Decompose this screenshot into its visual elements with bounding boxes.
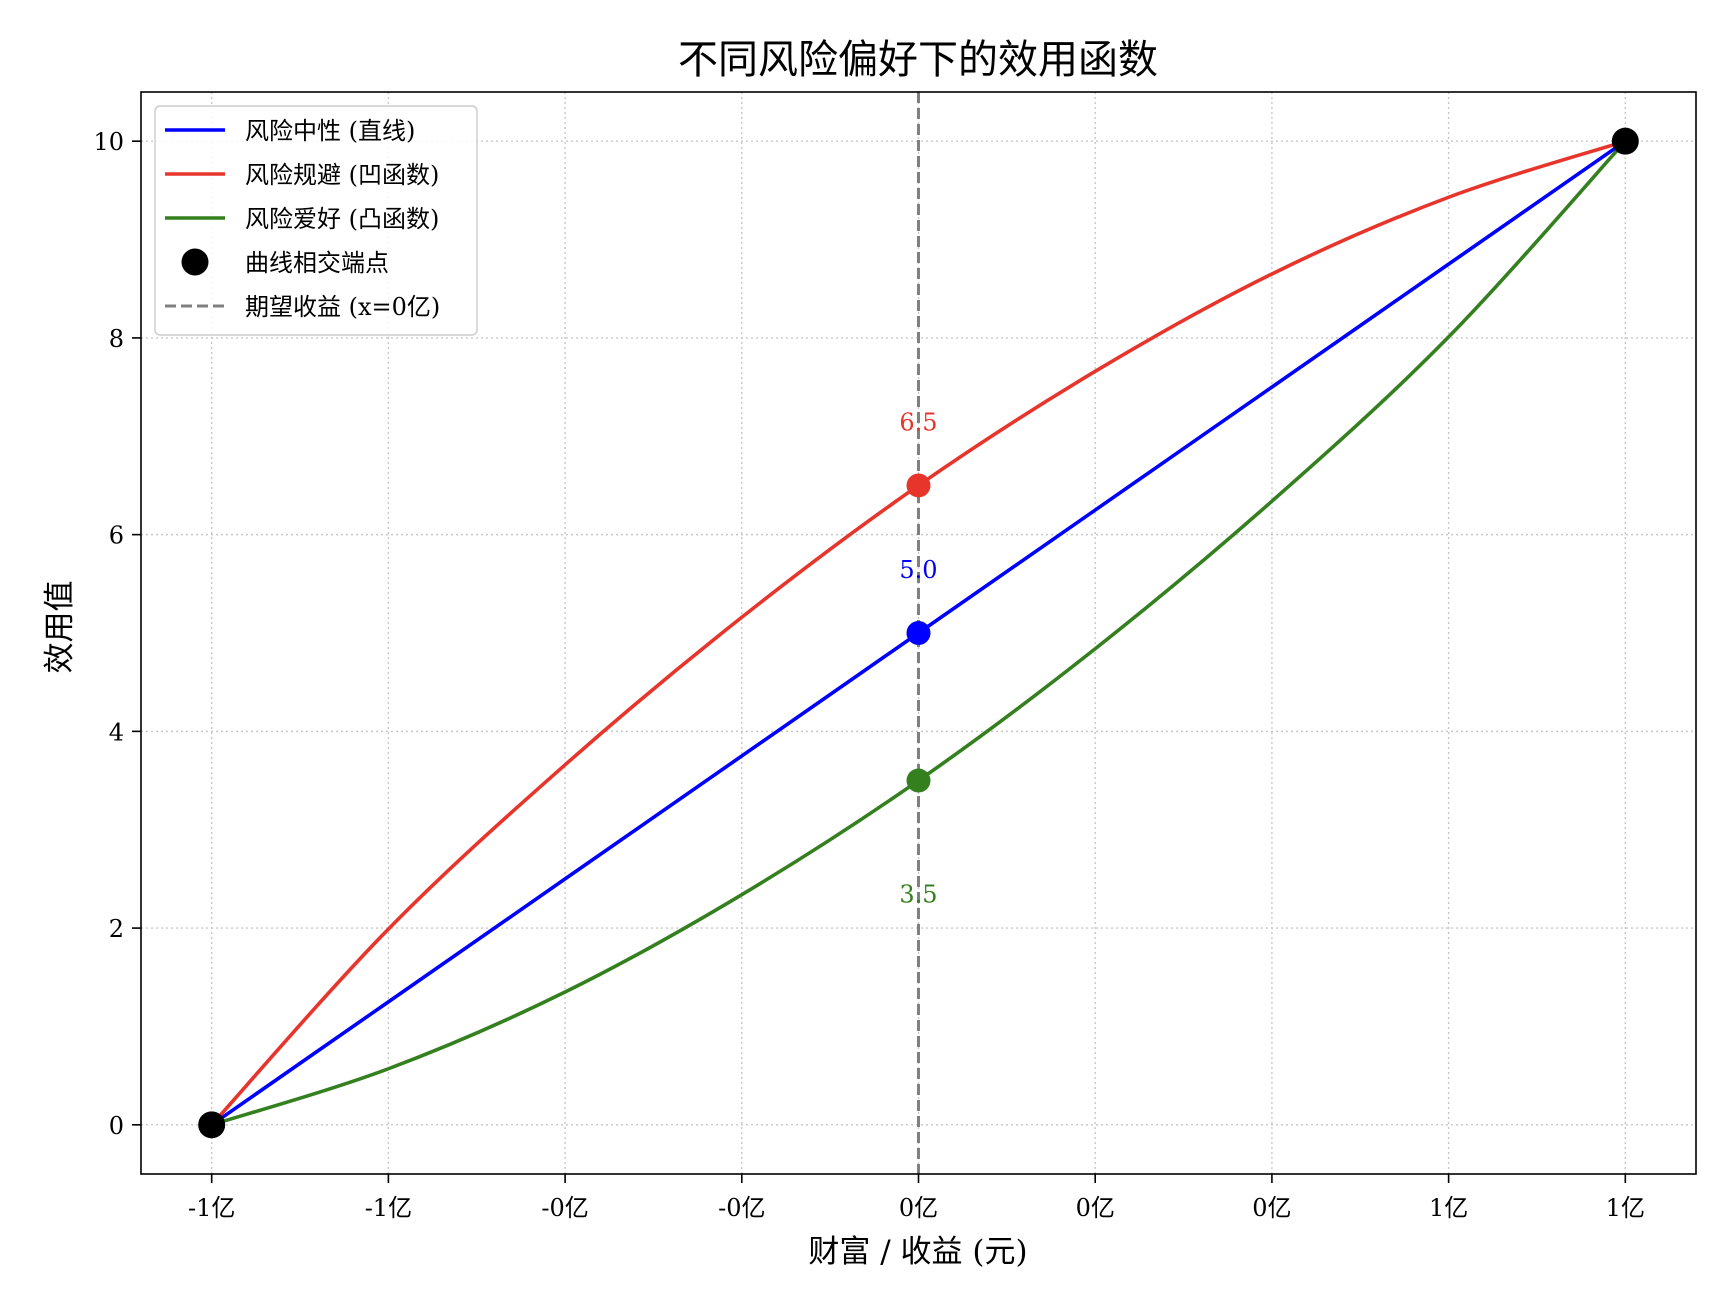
annotation-point	[906, 473, 931, 498]
risk-seeking-line	[211, 139, 1627, 1127]
legend-entry-label: 风险中性 (直线)	[245, 117, 415, 145]
annotation-point	[906, 621, 931, 645]
x-tick-label: -1亿	[365, 1194, 412, 1222]
annotation-label: 3.5	[899, 881, 937, 909]
legend: 风险中性 (直线) 风险规避 (凹函数) 风险爱好 (凸函数) 曲线相交端点期望收益 …	[154, 105, 478, 336]
grid	[141, 92, 1696, 1174]
legend-entry-label: 风险规避 (凹函数)	[245, 161, 439, 189]
x-tick-label: -0亿	[541, 1194, 588, 1222]
x-tick-label: -1亿	[188, 1194, 235, 1222]
legend-box	[154, 105, 478, 336]
x-tick-label: 0亿	[1076, 1194, 1115, 1222]
y-tick-label: 2	[109, 915, 124, 943]
y-tick-label: 8	[109, 325, 124, 353]
x-tick-label: -0亿	[718, 1194, 765, 1222]
x-tick-label: 1亿	[1429, 1194, 1468, 1222]
endpoint-marker	[198, 1111, 226, 1139]
legend-entry-label: 期望收益 (x=0亿)	[245, 293, 440, 321]
x-tick-label: 0亿	[1252, 1194, 1291, 1222]
x-axis-label: 财富 / 收益 (元)	[808, 1234, 1027, 1270]
axis-ticks: -1亿 -1亿 -0亿 -0亿 0亿 0亿 0亿 1亿 1亿 0 2 4 6 8 10	[93, 128, 1645, 1222]
legend-dot-swatch	[181, 248, 209, 276]
x-tick-label: 1亿	[1606, 1194, 1645, 1222]
annotation-label: 5.0	[899, 556, 937, 584]
data-markers: 6.5 5.0 3.5	[198, 127, 1639, 1139]
legend-entry-label: 曲线相交端点	[245, 249, 389, 277]
annotation-point	[906, 768, 931, 793]
y-axis-label: 效用值	[42, 581, 78, 674]
risk-averse-line	[210, 139, 1626, 1127]
y-tick-label: 6	[109, 522, 124, 550]
y-tick-label: 10	[93, 128, 124, 156]
annotation-label: 6.5	[899, 409, 937, 437]
endpoint-marker	[1611, 127, 1639, 155]
chart-title: 不同风险偏好下的效用函数	[678, 37, 1158, 83]
legend-entry-label: 风险爱好 (凸函数)	[245, 205, 439, 233]
y-tick-label: 4	[109, 718, 124, 746]
y-tick-label: 0	[109, 1112, 124, 1140]
x-tick-label: 0亿	[899, 1194, 938, 1222]
